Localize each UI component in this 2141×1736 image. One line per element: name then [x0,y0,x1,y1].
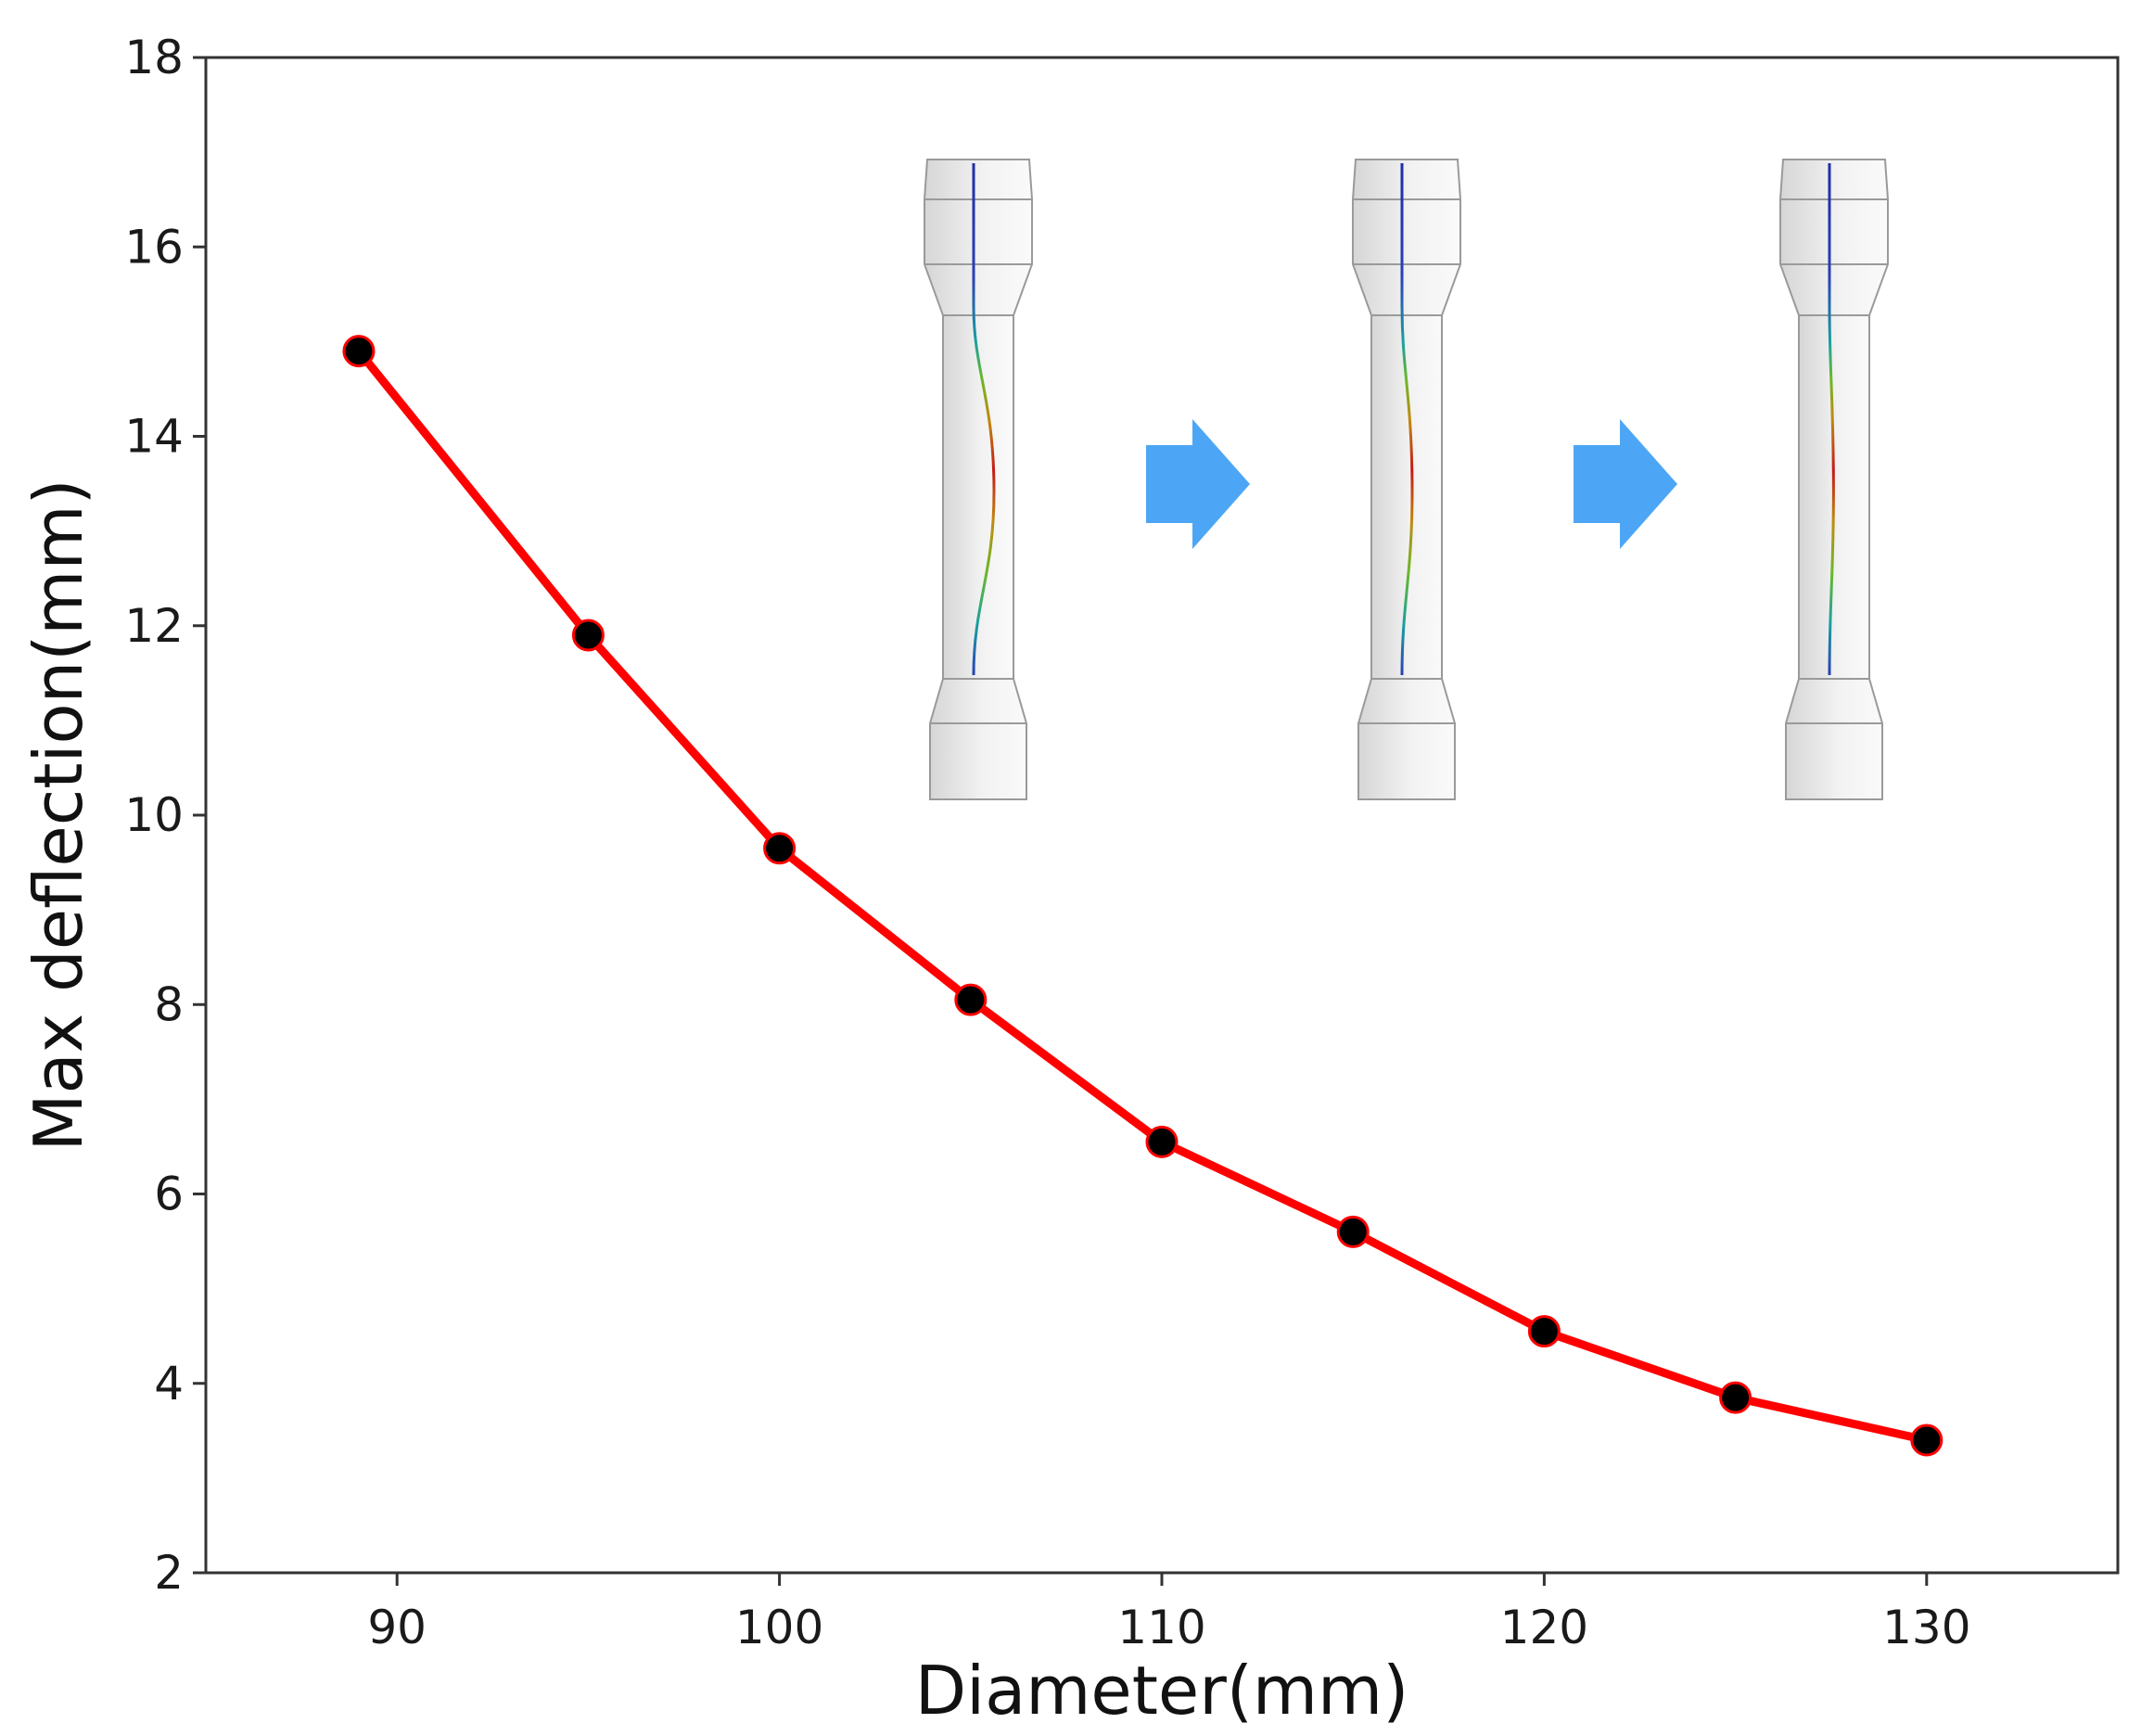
buckling-inset [924,159,1889,800]
y-tick-label: 12 [124,599,184,653]
y-axis-ticks: 2 4 6 8 10 12 14 16 18 [124,31,206,1600]
x-tick-label: 110 [1117,1601,1205,1654]
buckled-column-icon [924,159,1033,800]
data-point [1719,1381,1752,1414]
y-tick-label: 8 [154,977,184,1031]
x-axis-label: Diameter(mm) [915,1652,1409,1730]
data-point [1336,1215,1370,1248]
data-point [1145,1125,1179,1158]
y-tick-label: 2 [154,1546,184,1600]
x-tick-label: 120 [1500,1601,1588,1654]
y-tick-label: 14 [124,410,184,464]
series-line [354,347,1931,1445]
y-tick-label: 6 [154,1168,184,1221]
buckled-column-icon [1779,159,1889,800]
y-axis-label: Max deflection(mm) [19,479,97,1151]
data-point [571,619,605,652]
x-tick-label: 100 [735,1601,823,1654]
x-tick-label: 90 [367,1601,427,1654]
data-point [1527,1315,1561,1348]
y-tick-label: 16 [124,220,184,274]
buckled-column-icon [1352,159,1461,800]
data-point [763,832,797,865]
series-group [342,335,1943,1457]
arrow-right-icon [1574,419,1677,549]
data-point [1910,1423,1943,1457]
x-tick-label: 130 [1882,1601,1970,1654]
arrow-right-icon [1146,419,1250,549]
data-point [954,983,988,1016]
y-tick-label: 10 [124,788,184,842]
y-tick-label: 18 [124,31,184,84]
data-point [342,335,376,368]
x-axis-ticks: 90 100 110 120 130 [367,1573,1971,1654]
y-tick-label: 4 [154,1357,184,1410]
